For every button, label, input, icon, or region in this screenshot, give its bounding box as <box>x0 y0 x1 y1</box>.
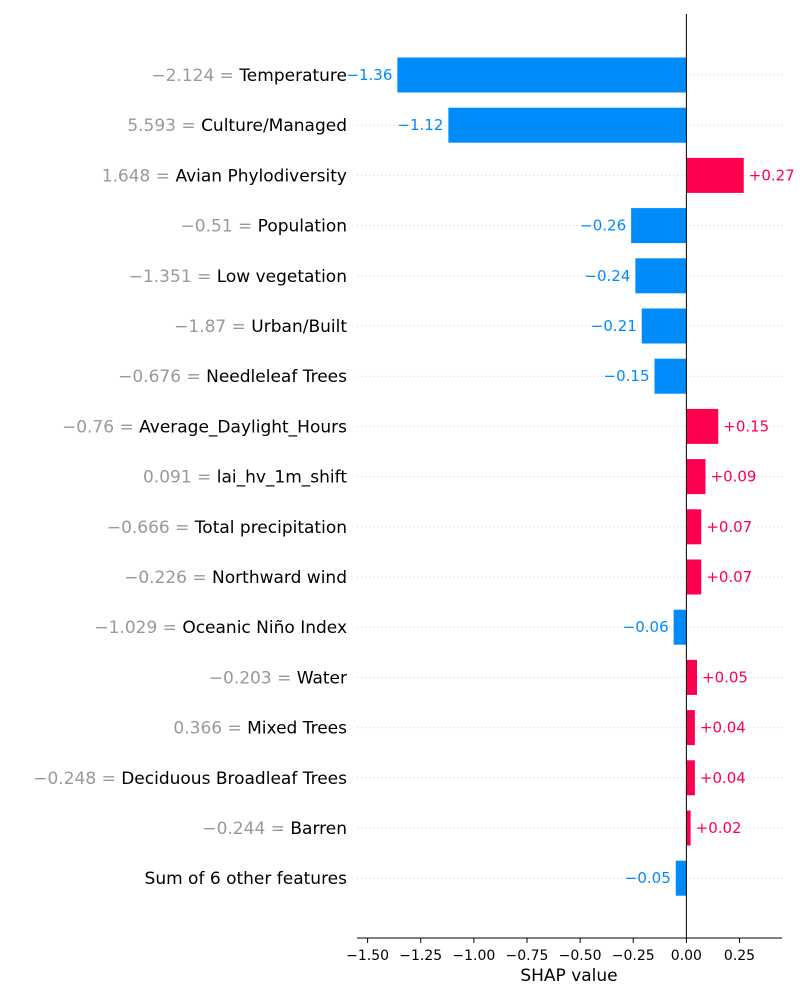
shap-bar <box>686 810 691 846</box>
shap-bar <box>686 760 695 796</box>
feature-name: Mixed Trees <box>247 719 347 739</box>
feature-value: −0.203 = <box>209 668 297 688</box>
bar-value-label: +0.07 <box>706 568 752 586</box>
feature-label: Sum of 6 other features <box>145 869 348 889</box>
feature-name: Low vegetation <box>217 267 347 287</box>
shap-bar <box>641 308 687 344</box>
shap-bar <box>635 258 687 294</box>
feature-value: 1.648 = <box>102 166 176 186</box>
bar-value-label: +0.09 <box>711 468 757 486</box>
x-tick-label: −1.00 <box>452 948 495 964</box>
feature-value: −1.351 = <box>129 267 217 287</box>
shap-bar <box>686 659 697 695</box>
bar-value-label: +0.02 <box>696 819 742 837</box>
bar-value-label: +0.04 <box>700 769 746 787</box>
shap-bar <box>686 559 702 595</box>
shap-bar <box>675 860 687 896</box>
row-gridlines <box>357 74 782 879</box>
feature-label: 1.648 = Avian Phylodiversity <box>102 166 347 186</box>
bar-value-label: −0.15 <box>604 367 650 385</box>
x-tick-label: 0.00 <box>671 948 702 964</box>
feature-name: Culture/Managed <box>201 116 347 136</box>
bar-value-label: −0.06 <box>623 618 669 636</box>
feature-name: Avian Phylodiversity <box>175 166 347 186</box>
shap-bar <box>686 408 719 444</box>
bar-value-label: −0.21 <box>591 317 637 335</box>
feature-name: Sum of 6 other features <box>145 869 348 889</box>
feature-value: −0.51 = <box>181 217 258 237</box>
feature-label: −0.203 = Water <box>209 668 347 688</box>
shap-bar <box>631 208 687 244</box>
shap-bar <box>686 459 706 495</box>
feature-label: −0.676 = Needleleaf Trees <box>118 367 347 387</box>
shap-bar <box>448 107 687 143</box>
feature-value: −2.124 = <box>151 66 239 86</box>
x-tick-label: −0.50 <box>559 948 602 964</box>
feature-name: Urban/Built <box>251 317 347 337</box>
feature-label: −0.666 = Total precipitation <box>107 518 347 538</box>
x-tick-label: 0.25 <box>724 948 755 964</box>
feature-value: 0.366 = <box>173 719 247 739</box>
feature-label: −2.124 = Temperature <box>151 66 347 86</box>
bar-value-label: +0.27 <box>749 166 795 184</box>
feature-value: −1.029 = <box>94 618 182 638</box>
x-tick-label: −1.25 <box>399 948 442 964</box>
x-axis-title: SHAP value <box>520 966 617 986</box>
bar-value-label: −0.05 <box>625 869 671 887</box>
x-tick-label: −1.50 <box>346 948 389 964</box>
feature-name: Northward wind <box>212 568 347 588</box>
feature-value: −0.248 = <box>33 769 121 789</box>
feature-name: lai_hv_1m_shift <box>217 468 348 488</box>
feature-value: −0.676 = <box>118 367 206 387</box>
feature-label: 5.593 = Culture/Managed <box>127 116 347 136</box>
bars <box>397 57 744 896</box>
feature-name: Deciduous Broadleaf Trees <box>121 769 347 789</box>
feature-name: Temperature <box>238 66 347 86</box>
shap-bar <box>654 358 687 394</box>
bar-value-label: +0.05 <box>702 668 748 686</box>
feature-label: −0.76 = Average_Daylight_Hours <box>62 417 347 437</box>
feature-label: −1.351 = Low vegetation <box>129 267 347 287</box>
feature-name: Average_Daylight_Hours <box>139 417 347 437</box>
x-tick-label: −0.25 <box>612 948 655 964</box>
shap-bar <box>686 509 702 545</box>
feature-value: −1.87 = <box>174 317 251 337</box>
x-axis: −1.50 −1.25 −1.00 −0.75 −0.50 −0.25 0.00 0.25 <box>346 937 782 964</box>
feature-name: Water <box>297 668 347 688</box>
feature-label: 0.366 = Mixed Trees <box>173 719 347 739</box>
shap-bar <box>397 57 687 93</box>
shap-bar <box>673 609 687 645</box>
feature-label: −1.029 = Oceanic Niño Index <box>94 618 347 638</box>
feature-value: −0.226 = <box>124 568 212 588</box>
feature-labels: −1.36−2.124 = Temperature−1.125.593 = Cu… <box>33 66 794 889</box>
bar-value-label: −1.36 <box>346 66 392 84</box>
shap-bar <box>686 157 744 193</box>
bar-value-label: −0.24 <box>584 267 630 285</box>
x-tick-label: −0.75 <box>506 948 549 964</box>
bar-value-label: +0.07 <box>706 518 752 536</box>
feature-label: −0.248 = Deciduous Broadleaf Trees <box>33 769 347 789</box>
feature-value: −0.76 = <box>62 417 139 437</box>
bar-value-label: −0.26 <box>580 217 626 235</box>
feature-label: −1.87 = Urban/Built <box>174 317 347 337</box>
feature-name: Oceanic Niño Index <box>182 618 347 638</box>
feature-name: Total precipitation <box>194 518 347 538</box>
feature-value: −0.666 = <box>107 518 195 538</box>
feature-value: 5.593 = <box>127 116 201 136</box>
feature-label: −0.244 = Barren <box>202 819 347 839</box>
feature-label: 0.091 = lai_hv_1m_shift <box>143 468 347 488</box>
feature-value: 0.091 = <box>143 468 217 488</box>
bar-value-label: +0.04 <box>700 719 746 737</box>
feature-name: Population <box>258 217 347 237</box>
bar-value-label: −1.12 <box>397 116 443 134</box>
feature-name: Barren <box>290 819 347 839</box>
feature-label: −0.226 = Northward wind <box>124 568 347 588</box>
bar-value-label: +0.15 <box>723 417 769 435</box>
shap-bar <box>686 710 695 746</box>
feature-label: −0.51 = Population <box>181 217 347 237</box>
feature-value: −0.244 = <box>202 819 290 839</box>
feature-name: Needleleaf Trees <box>206 367 347 387</box>
